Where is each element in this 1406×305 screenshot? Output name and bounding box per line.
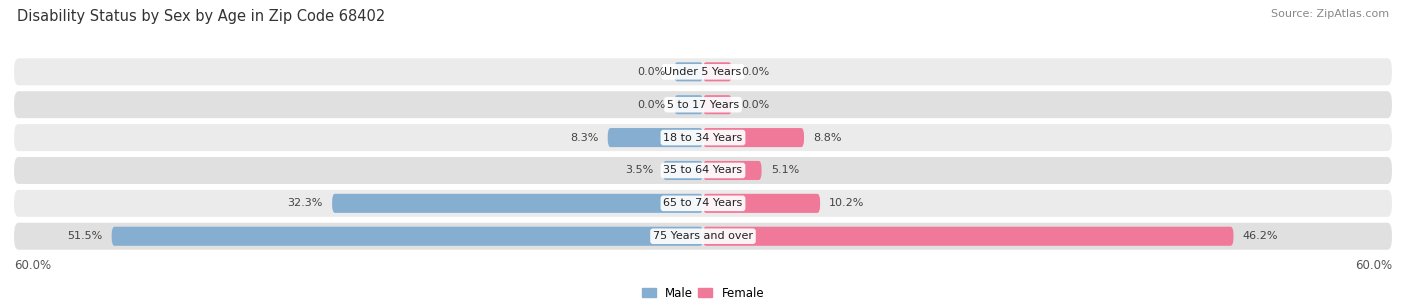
Text: 8.3%: 8.3% — [571, 133, 599, 142]
Text: 46.2%: 46.2% — [1243, 231, 1278, 241]
FancyBboxPatch shape — [662, 161, 703, 180]
Text: 32.3%: 32.3% — [288, 198, 323, 208]
Text: 5.1%: 5.1% — [770, 166, 799, 175]
FancyBboxPatch shape — [607, 128, 703, 147]
FancyBboxPatch shape — [332, 194, 703, 213]
FancyBboxPatch shape — [703, 161, 762, 180]
Text: 60.0%: 60.0% — [14, 259, 51, 271]
Text: 75 Years and over: 75 Years and over — [652, 231, 754, 241]
FancyBboxPatch shape — [703, 194, 820, 213]
FancyBboxPatch shape — [675, 95, 703, 114]
FancyBboxPatch shape — [14, 124, 1392, 151]
FancyBboxPatch shape — [703, 227, 1233, 246]
Text: 8.8%: 8.8% — [813, 133, 842, 142]
Legend: Male, Female: Male, Female — [641, 287, 765, 300]
Text: Source: ZipAtlas.com: Source: ZipAtlas.com — [1271, 9, 1389, 19]
Text: 60.0%: 60.0% — [1355, 259, 1392, 271]
Text: 18 to 34 Years: 18 to 34 Years — [664, 133, 742, 142]
Text: 0.0%: 0.0% — [741, 100, 769, 110]
FancyBboxPatch shape — [14, 157, 1392, 184]
FancyBboxPatch shape — [14, 223, 1392, 250]
Text: 5 to 17 Years: 5 to 17 Years — [666, 100, 740, 110]
FancyBboxPatch shape — [14, 58, 1392, 85]
Text: 0.0%: 0.0% — [637, 100, 665, 110]
Text: Disability Status by Sex by Age in Zip Code 68402: Disability Status by Sex by Age in Zip C… — [17, 9, 385, 24]
Text: 35 to 64 Years: 35 to 64 Years — [664, 166, 742, 175]
Text: 0.0%: 0.0% — [741, 67, 769, 77]
FancyBboxPatch shape — [703, 62, 731, 81]
Text: 3.5%: 3.5% — [626, 166, 654, 175]
FancyBboxPatch shape — [14, 190, 1392, 217]
Text: 65 to 74 Years: 65 to 74 Years — [664, 198, 742, 208]
FancyBboxPatch shape — [111, 227, 703, 246]
Text: 0.0%: 0.0% — [637, 67, 665, 77]
FancyBboxPatch shape — [703, 128, 804, 147]
FancyBboxPatch shape — [703, 95, 731, 114]
FancyBboxPatch shape — [14, 91, 1392, 118]
Text: Under 5 Years: Under 5 Years — [665, 67, 741, 77]
Text: 10.2%: 10.2% — [830, 198, 865, 208]
Text: 51.5%: 51.5% — [67, 231, 103, 241]
FancyBboxPatch shape — [675, 62, 703, 81]
